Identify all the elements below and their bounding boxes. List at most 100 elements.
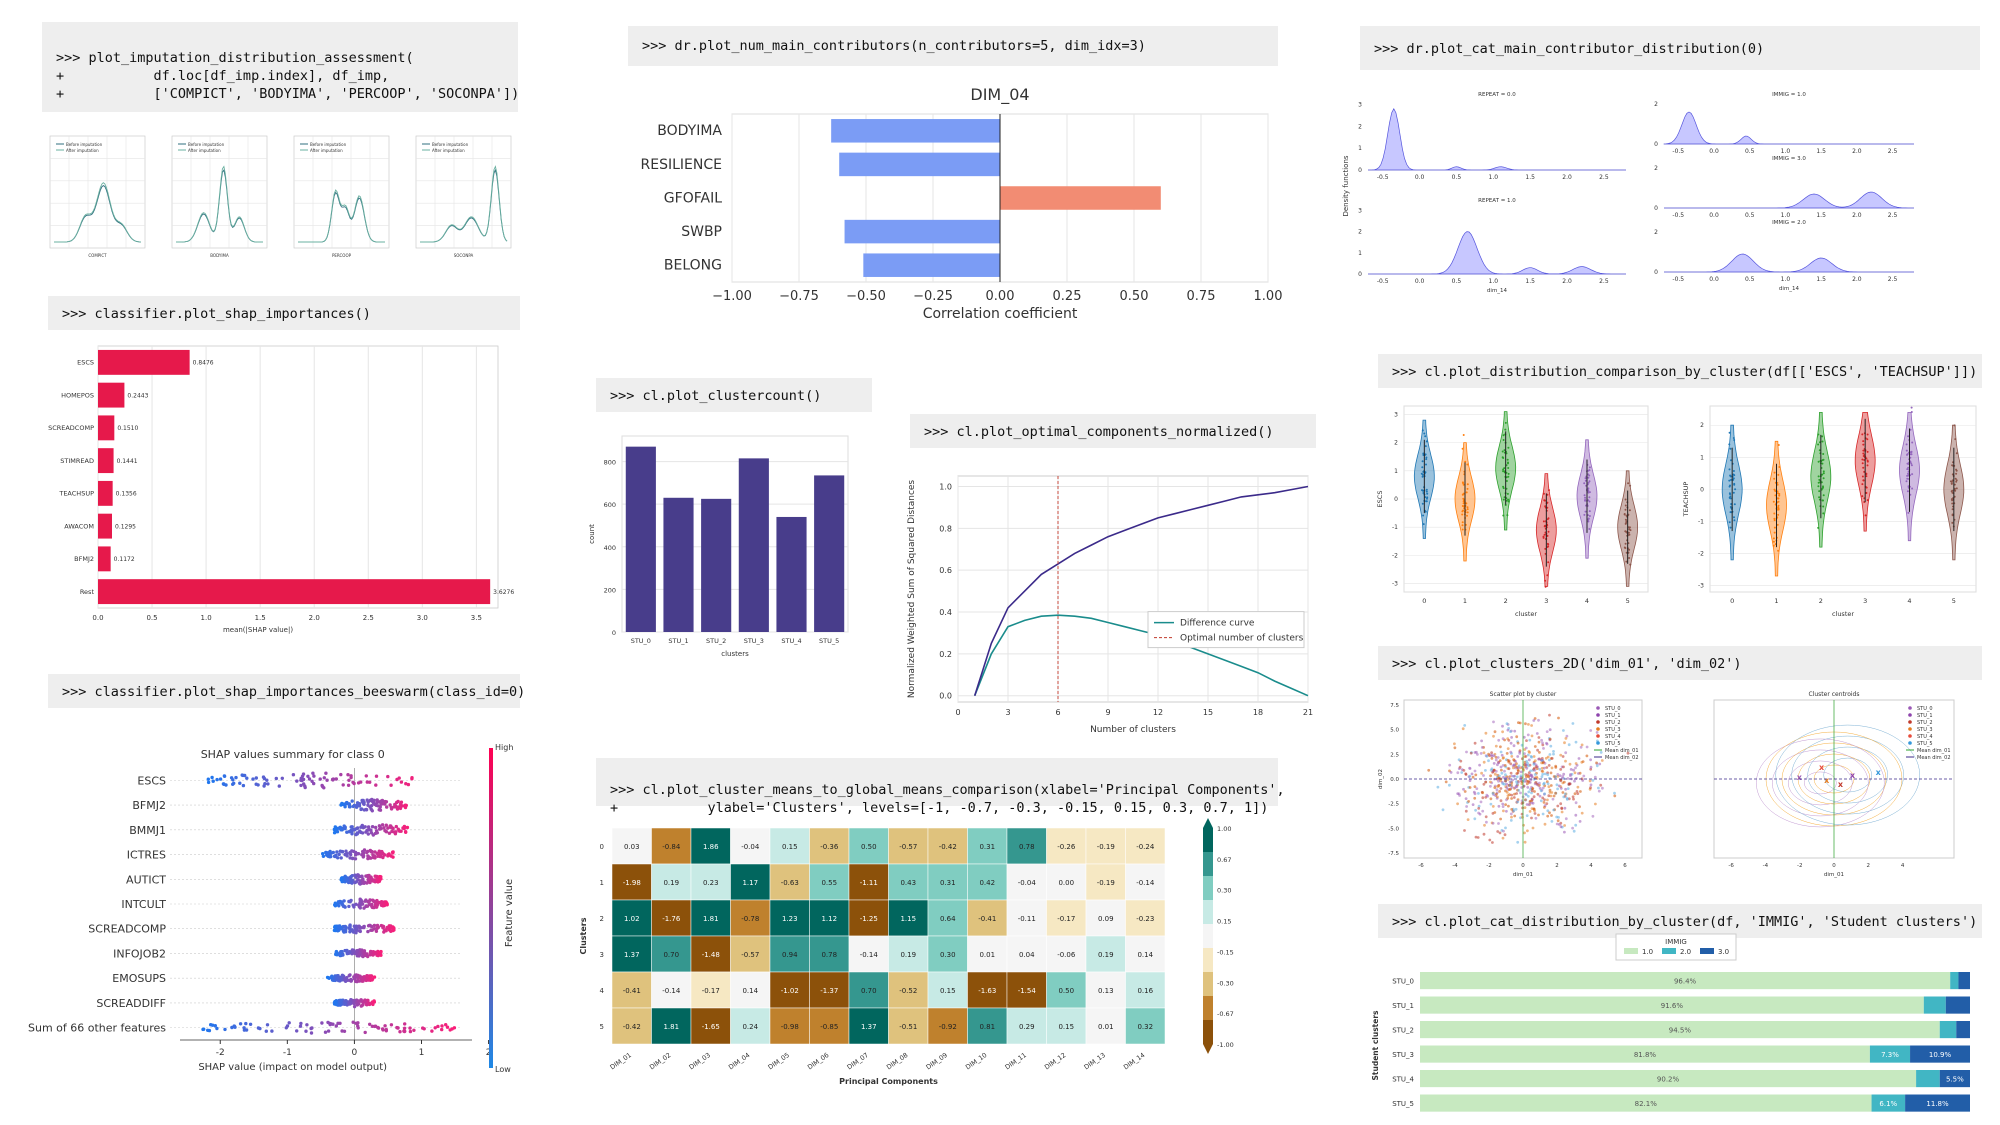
heatmap-cell [611, 899, 652, 937]
shap-point [304, 1029, 308, 1033]
shap-point [322, 786, 326, 790]
heatmap-cell-label: -0.57 [741, 951, 759, 959]
scatter-point [1463, 829, 1466, 832]
shap-point [377, 849, 381, 853]
shap-point [359, 926, 364, 930]
shap-point [340, 1029, 344, 1033]
heatmap-cell-label: 1.12 [821, 915, 837, 923]
heatmap-cell [1046, 863, 1087, 901]
heatmap-cell-label: 0.55 [821, 879, 837, 887]
y-tick-label: AWACOM [64, 522, 94, 530]
shap-point [375, 953, 379, 957]
violin-point [1729, 506, 1732, 508]
violin-point [1628, 548, 1630, 551]
shap-point [337, 1003, 341, 1007]
scatter-point [1601, 786, 1604, 790]
heatmap-cell-label: -0.63 [781, 879, 799, 887]
shap-point [344, 977, 348, 982]
scatter-point [1555, 783, 1559, 787]
shap-point [218, 777, 223, 781]
scatter-point [1513, 792, 1516, 796]
x-tick-label: 0 [1422, 597, 1426, 605]
scatter-point [1542, 801, 1546, 804]
x-tick-label: 12 [1153, 708, 1163, 717]
x-tick-label: 21 [1303, 708, 1313, 717]
shap-point [395, 1025, 399, 1030]
colorbar-band [1203, 972, 1213, 996]
violin-point [1822, 505, 1825, 508]
colorbar-tick-label: -0.30 [1217, 979, 1234, 987]
density-line [298, 189, 385, 243]
y-tick-label: 0 [1358, 167, 1362, 174]
violin-point [1627, 526, 1630, 529]
scatter-point [1501, 737, 1505, 741]
shap-point [370, 977, 375, 981]
shap-point [398, 802, 403, 806]
scatter-point [1476, 753, 1479, 756]
x-axis-label: Correlation coefficient [923, 306, 1078, 322]
scatter-point [1563, 830, 1566, 834]
violin-point [1818, 496, 1821, 499]
shap-point [389, 1023, 394, 1027]
shap-point [402, 1026, 407, 1030]
x-tick-label: 6 [1623, 863, 1627, 869]
shap-point [366, 832, 370, 836]
x-tick-label: 0 [1521, 863, 1525, 869]
shap-point [354, 979, 358, 983]
violin-point [1949, 480, 1952, 483]
scatter-point [1493, 730, 1497, 734]
shap-point [339, 900, 343, 905]
scatter-point [1497, 779, 1500, 783]
heatmap-cell-label: -0.11 [1018, 915, 1036, 923]
y-tick-label: BODYIMA [657, 123, 722, 139]
violin-point [1861, 458, 1864, 461]
scatter-point [1542, 782, 1545, 786]
scatter-point [1574, 762, 1578, 765]
shap-point [373, 856, 377, 860]
shap-point [265, 1023, 270, 1027]
y-tick-label: 2 [1394, 440, 1398, 447]
scatter-point [1571, 722, 1575, 725]
violin-point [1544, 547, 1547, 550]
violin-point [1542, 536, 1545, 539]
scatter-point [1531, 787, 1535, 790]
shap-point [332, 928, 337, 933]
heatmap-cell [1006, 899, 1047, 937]
shap-point [391, 851, 395, 855]
violin-point [1910, 464, 1913, 467]
panel-title: REPEAT = 1.0 [1478, 198, 1516, 204]
shap-point [364, 774, 368, 778]
scatter-point [1556, 787, 1559, 791]
violin-point [1729, 526, 1732, 529]
shap-point [270, 1029, 274, 1033]
bar-value-label: 91.6% [1661, 1002, 1684, 1010]
violin-point [1862, 443, 1865, 446]
shap-point [298, 1024, 303, 1028]
shap-point [398, 1030, 402, 1034]
shap-point [379, 799, 383, 803]
x-tick-label: 2.0 [1852, 212, 1862, 219]
code-num-contributors: >>> dr.plot_num_main_contributors(n_cont… [628, 26, 1278, 66]
violin-point [1546, 542, 1549, 545]
scatter-point [1594, 802, 1597, 806]
shap-point [389, 924, 393, 928]
heatmap-cell-label: -0.42 [939, 843, 957, 851]
y-tick-label: -5.0 [1388, 826, 1399, 832]
x-tick-label: 0 [1832, 863, 1836, 869]
heatmap-cell-label: 1.86 [703, 843, 719, 851]
heatmap-cell [690, 863, 731, 901]
violin-point [1425, 456, 1428, 459]
bar-value-label: 3.6276 [493, 589, 514, 596]
bar [663, 497, 694, 632]
y-tick-label: 0 [1654, 269, 1658, 276]
scatter-point [1515, 792, 1518, 795]
heatmap-cell [651, 899, 692, 937]
violin-point [1778, 494, 1781, 497]
stacked-bar [1420, 972, 1951, 990]
x-tick-label: 1.0 [1781, 212, 1791, 219]
violin-point [1866, 464, 1869, 467]
heatmap-cell-label: 0.01 [979, 951, 995, 959]
violin-point [1421, 460, 1424, 463]
colorbar-band [1203, 828, 1213, 852]
stacked-bar [1956, 1021, 1970, 1039]
